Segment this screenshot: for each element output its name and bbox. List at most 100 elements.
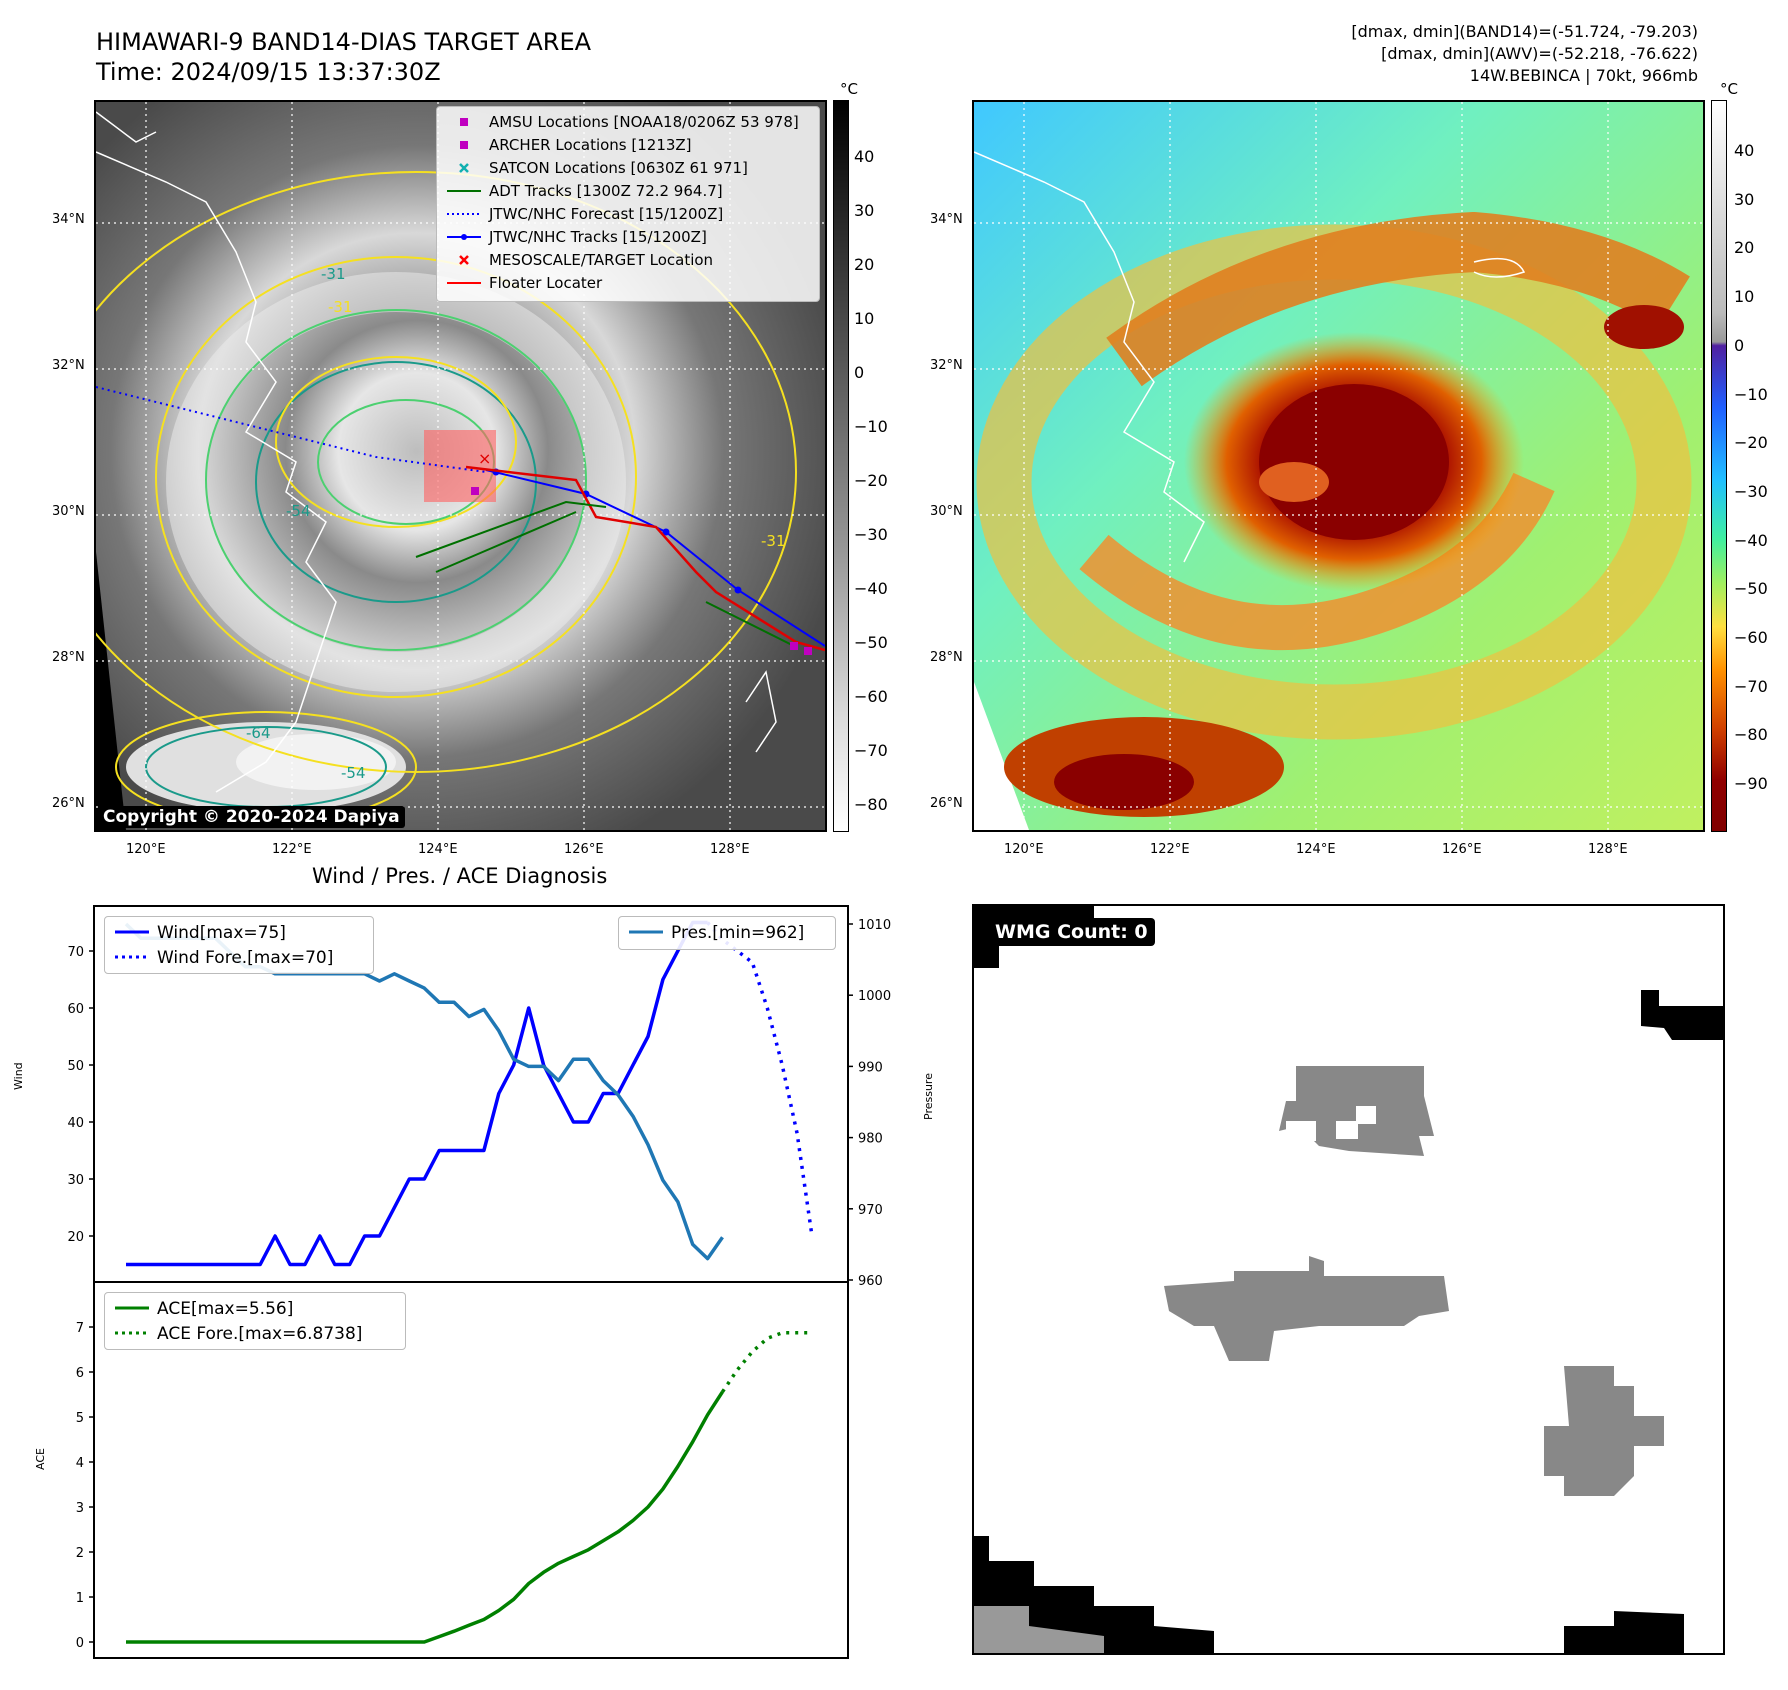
lat-label: 26°N [52,796,85,811]
contour-label: -54 [286,502,311,520]
color-ir-map-panel [972,100,1705,832]
legend-item-jtwc-forecast: JTWC/NHC Forecast [15/1200Z] [437,203,817,225]
contour-label: -31 [328,298,353,316]
ace-axis-tick-label: 7 [76,1321,84,1336]
pressure-legend: Pres.[min=962] [618,916,836,950]
lat-label: 32°N [52,358,85,373]
colorbar-tick-label: 10 [1734,287,1755,307]
pressure-axis-label: Pressure [922,1073,935,1120]
colorbar-tick-label: −20 [854,471,888,490]
dotted-line-icon [115,955,149,959]
colorbar-tick-label: 40 [1734,141,1755,160]
lat-label: 34°N [52,212,85,227]
copyright-badge: Copyright © 2020-2024 Dapiya [98,806,405,828]
ace-series-line [126,1390,724,1644]
header-stat-band14: [dmax, dmin](BAND14)=(-51.724, -79.203) [1351,22,1698,41]
colorbar-tick-label: −90 [1734,774,1768,794]
square-marker-icon [460,118,468,126]
pressure-axis-tick-label: 960 [858,1274,883,1289]
ace-axis-tick-label: 1 [76,1591,84,1606]
diag-title: Wind / Pres. / ACE Diagnosis [312,864,608,888]
legend-item-amsu: AMSU Locations [NOAA18/0206Z 53 978] [437,111,817,133]
lat-label: 28°N [930,650,963,665]
colorbar-left [833,100,849,832]
ace-axis-tick-label: 4 [76,1456,84,1471]
lon-label: 120°E [126,842,166,857]
line-symbol-icon [115,1306,149,1310]
colorbar-tick-label: 0 [854,363,865,382]
lat-label: 34°N [930,212,963,227]
contour-label: -31 [761,532,786,550]
colorbar-tick-label: 0 [1734,335,1745,355]
colorbar-tick-label: −30 [1734,481,1768,501]
colorbar-tick-label: −80 [854,795,888,814]
square-marker-icon [460,141,468,149]
page-subtitle-time: Time: 2024/09/15 13:37:30Z [96,58,441,86]
colorbar-tick-label: −50 [1734,579,1768,599]
wind-axis-tick-label: 50 [67,1059,84,1074]
lat-label: 30°N [930,504,963,519]
line-symbol-icon [447,282,481,284]
colorbar-tick-label: 40 [854,147,875,166]
ace-axis-tick-label: 0 [76,1636,84,1651]
wmg-count-badge: WMG Count: 0 [988,918,1155,946]
colorbar-tick-label: −70 [854,741,888,760]
dotted-line-icon [447,213,481,215]
lat-label: 32°N [930,358,963,373]
color-ir-map-image [974,102,1703,830]
wmg-image [974,906,1723,1653]
ace-axis-tick-label: 2 [76,1546,84,1561]
colorbar-tick-label: −80 [1734,725,1768,745]
legend-item-wind-fore: Wind Fore.[max=70] [105,946,371,968]
ace-forecast-line [721,1331,812,1393]
map-legend: AMSU Locations [NOAA18/0206Z 53 978] ARC… [436,106,820,302]
colorbar-tick-label: −30 [854,525,888,544]
legend-item-ace: ACE[max=5.56] [105,1297,403,1319]
pressure-axis-tick-label: 990 [858,1060,883,1075]
lon-label: 128°E [1588,842,1628,857]
colorbar-tick-label: −60 [854,687,888,706]
dotted-line-icon [115,1331,149,1335]
pressure-axis-tick-label: 1000 [858,989,891,1004]
lon-label: 122°E [1150,842,1190,857]
lon-label: 122°E [272,842,312,857]
legend-item-adt: ADT Tracks [1300Z 72.2 964.7] [437,180,817,202]
lon-label: 128°E [710,842,750,857]
colorbar-tick-label: 20 [1734,238,1755,258]
legend-item-satcon: SATCON Locations [0630Z 61 971] [437,157,817,179]
lon-label: 124°E [418,842,458,857]
wind-axis-tick-label: 40 [67,1116,84,1131]
legend-item-pres: Pres.[min=962] [619,921,833,943]
wind-axis-tick-label: 70 [67,945,84,960]
colorbar-tick-label: −10 [1734,384,1768,404]
legend-item-jtwc-tracks: JTWC/NHC Tracks [15/1200Z] [437,226,817,248]
ace-axis-tick-label: 6 [76,1366,84,1381]
line-symbol-icon [629,930,663,934]
colorbar-tick-label: 10 [854,309,875,328]
x-marker-icon [459,163,469,173]
wind-forecast-line [706,921,814,1237]
wind-legend: Wind[max=75] Wind Fore.[max=70] [104,916,374,974]
ir-map-panel: × -31 -31 -54 -64 -54 -31 AMSU Locations… [94,100,827,832]
line-symbol-icon [115,930,149,934]
pressure-axis-tick-label: 1010 [858,918,891,933]
lon-label: 120°E [1004,842,1044,857]
colorbar-right-unit: °C [1720,80,1738,98]
header-storm-info: 14W.BEBINCA | 70kt, 966mb [1469,66,1698,85]
wind-axis-tick-label: 30 [67,1173,84,1188]
colorbar-tick-label: −70 [1734,676,1768,696]
ace-axis-tick-label: 5 [76,1411,84,1426]
lon-label: 126°E [1442,842,1482,857]
colorbar-tick-label: −60 [1734,628,1768,647]
colorbar-tick-label: −40 [1734,530,1768,550]
header-stat-awv: [dmax, dmin](AWV)=(-52.218, -76.622) [1381,44,1698,63]
svg-text:×: × [478,449,491,468]
ace-legend: ACE[max=5.56] ACE Fore.[max=6.8738] [104,1292,406,1350]
lat-label: 30°N [52,504,85,519]
wind-axis-tick-label: 60 [67,1002,84,1017]
legend-item-target: MESOSCALE/TARGET Location [437,249,817,271]
lon-label: 126°E [564,842,604,857]
colorbar-tick-label: −40 [854,579,888,598]
colorbar-tick-label: −10 [854,417,888,436]
colorbar-tick-label: 30 [854,201,875,220]
